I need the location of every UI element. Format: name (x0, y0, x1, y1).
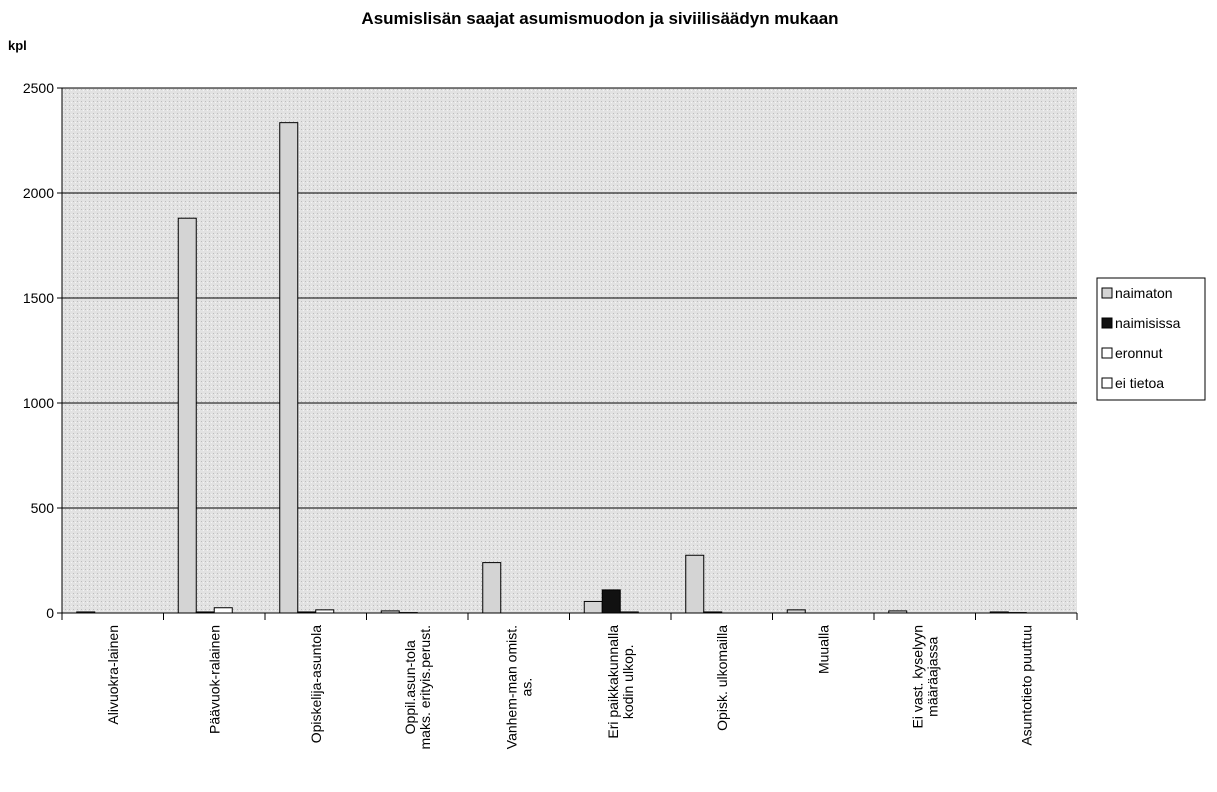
y-axis-label: kpl (8, 38, 27, 53)
x-tick-label: Eri paikkakunnallakodin ulkop. (605, 625, 636, 739)
bar (989, 611, 1009, 614)
bar (703, 611, 723, 614)
bar (601, 589, 621, 614)
y-tick-label: 500 (31, 500, 55, 516)
bar (213, 607, 233, 614)
legend-swatch (1101, 377, 1113, 389)
y-tick-label: 1000 (23, 395, 54, 411)
bar (279, 122, 299, 614)
y-tick-label: 2500 (23, 80, 54, 96)
x-tick-label: Vanhem-man omist.as. (503, 625, 534, 749)
bar (177, 217, 197, 614)
bar (76, 611, 96, 614)
bar (685, 554, 705, 614)
chart-title: Asumislisän saajat asumismuodon ja sivii… (361, 9, 838, 28)
legend-label: ei tietoa (1115, 375, 1164, 391)
bar (786, 609, 806, 614)
bar (888, 610, 908, 614)
legend (1096, 277, 1206, 401)
bar (195, 611, 215, 614)
bar (380, 610, 400, 614)
legend-swatch (1101, 317, 1113, 329)
plot-area (62, 88, 1077, 613)
bar (619, 611, 639, 614)
legend-label: naimisissa (1115, 315, 1181, 331)
legend-swatch (1101, 347, 1113, 359)
bar (297, 611, 317, 614)
legend-label: eronnut (1115, 345, 1163, 361)
y-tick-label: 0 (46, 605, 54, 621)
x-tick-label: Oppil.asun-tolamaks. erityis.perust. (402, 625, 433, 749)
x-tick-label: Opiskelija-asuntola (308, 625, 324, 743)
x-tick-label: Alivuokra-lainen (105, 625, 121, 725)
x-tick-label: Ei vast. kyselyynmääräajassa (909, 625, 940, 728)
x-tick-label: Muualla (815, 625, 831, 674)
legend-label: naimaton (1115, 285, 1173, 301)
x-tick-label: Opisk. ulkomailla (714, 625, 730, 731)
x-tick-label: Asuntotieto puuttuu (1018, 625, 1034, 746)
y-tick-label: 1500 (23, 290, 54, 306)
bar (482, 562, 502, 614)
y-tick-label: 2000 (23, 185, 54, 201)
bar (315, 609, 335, 614)
x-tick-label: Päävuok-ralainen (206, 625, 222, 734)
bar (583, 600, 603, 614)
legend-swatch (1101, 287, 1113, 299)
